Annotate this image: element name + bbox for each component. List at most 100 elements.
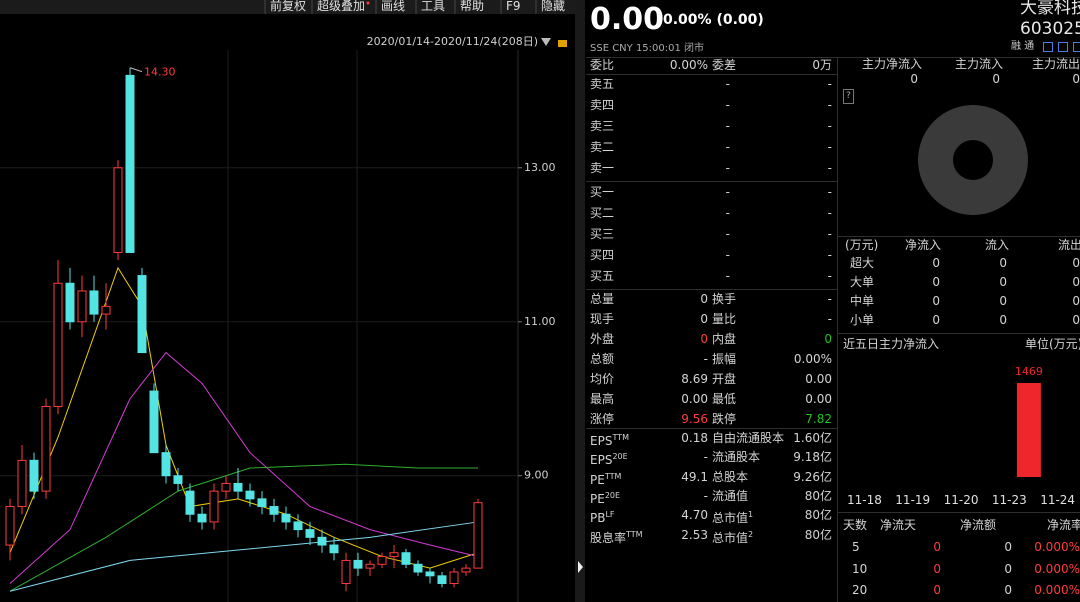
order-price: - bbox=[725, 140, 730, 154]
separator bbox=[838, 512, 1080, 513]
stat-label: PE20E bbox=[590, 490, 621, 506]
table-cell: 0.000% bbox=[1034, 561, 1080, 576]
candle-body bbox=[473, 502, 483, 569]
label: 委比 bbox=[590, 58, 615, 72]
candle-body bbox=[305, 529, 315, 538]
toolbar-button[interactable]: 帮助 bbox=[460, 0, 485, 13]
candle-body bbox=[17, 459, 27, 508]
price-change: 0.00% (0.00) bbox=[663, 12, 764, 28]
y-tick-label: 9.00 bbox=[524, 469, 549, 482]
candle-body bbox=[185, 490, 195, 515]
stat-label: PETTM bbox=[590, 471, 622, 487]
stat-value: 0 bbox=[700, 312, 708, 326]
splitter[interactable] bbox=[575, 0, 585, 602]
stat-value: 0.00 bbox=[805, 372, 832, 386]
stat-value: - bbox=[703, 450, 708, 465]
table-cell: 0 bbox=[1072, 256, 1080, 270]
order-price: - bbox=[725, 119, 730, 133]
chart-unit: 单位(万元) bbox=[1025, 337, 1080, 351]
order-price: - bbox=[725, 248, 730, 262]
order-price: - bbox=[725, 98, 730, 112]
table-cell: 中单 bbox=[850, 294, 875, 308]
stat-value: - bbox=[703, 352, 708, 366]
stat-value: 0.00 bbox=[805, 392, 832, 406]
table-cell: 小单 bbox=[850, 313, 875, 327]
tag-icon[interactable] bbox=[1058, 42, 1068, 52]
order-level: 买二 bbox=[590, 206, 615, 220]
stat-label: EPSTTM bbox=[590, 433, 629, 448]
separator bbox=[586, 57, 837, 58]
tag-icon[interactable] bbox=[1073, 42, 1080, 52]
order-volume: - bbox=[827, 119, 832, 133]
stat-label: 跌停 bbox=[712, 412, 737, 426]
flow-value: 0 bbox=[1072, 72, 1080, 86]
order-volume: - bbox=[827, 227, 832, 241]
stat-label: EPS20E bbox=[590, 452, 628, 468]
table-cell: 5 bbox=[852, 540, 860, 554]
stat-value: 0 bbox=[824, 332, 832, 346]
bar-label: 1469 bbox=[1015, 365, 1043, 378]
candle-body bbox=[5, 506, 15, 546]
high-annotation: 14.30 bbox=[144, 66, 176, 79]
toolbar-button[interactable]: 超级叠加 bbox=[317, 0, 366, 13]
stat-label: 流通值 bbox=[712, 488, 749, 503]
candle-body bbox=[341, 559, 351, 585]
table-header: 天数 bbox=[843, 518, 868, 532]
table-cell: 0 bbox=[932, 275, 940, 289]
stat-value: 4.70 bbox=[681, 508, 708, 523]
candle-body bbox=[377, 556, 387, 565]
toolbar-button[interactable]: F9 bbox=[506, 0, 521, 13]
order-volume: - bbox=[827, 185, 832, 199]
stat-label: 总市值2 bbox=[712, 529, 754, 545]
table-header: 流入 bbox=[985, 238, 1010, 252]
dropdown-icon[interactable] bbox=[541, 38, 551, 46]
quote-meta: SSE CNY 15:00:01 闭市 bbox=[590, 43, 705, 54]
x-tick-label: 11-20 bbox=[943, 493, 979, 507]
lock-icon[interactable] bbox=[558, 40, 567, 47]
stat-value: 80亿 bbox=[804, 508, 832, 523]
superscript: TTM bbox=[626, 529, 643, 539]
separator bbox=[586, 181, 837, 182]
flow-header: 主力流入 bbox=[955, 57, 1004, 71]
candle-body bbox=[137, 275, 147, 354]
stat-label: 开盘 bbox=[712, 372, 737, 386]
moving-average bbox=[9, 521, 479, 592]
help-button[interactable]: ? bbox=[843, 88, 854, 104]
order-volume: - bbox=[827, 248, 832, 262]
candle-body bbox=[401, 552, 411, 565]
stat-value: 0 bbox=[700, 292, 708, 306]
table-cell: 0 bbox=[1004, 583, 1012, 597]
superscript: 2 bbox=[748, 529, 754, 539]
separator bbox=[586, 428, 837, 429]
table-cell: 0 bbox=[1072, 275, 1080, 289]
tag-icon[interactable] bbox=[1043, 42, 1053, 52]
table-cell: 0 bbox=[932, 313, 940, 327]
candle-body bbox=[125, 74, 135, 253]
candle-body bbox=[89, 290, 99, 315]
stat-value: 7.82 bbox=[805, 412, 832, 426]
toolbar-button[interactable]: 工具 bbox=[421, 0, 446, 13]
order-price: - bbox=[725, 206, 730, 220]
superscript: 20E bbox=[612, 452, 628, 462]
toolbar-bg bbox=[0, 0, 575, 14]
table-cell: 0 bbox=[999, 313, 1007, 327]
toolbar-button[interactable]: 画线 bbox=[381, 0, 406, 13]
table-cell: 0.000% bbox=[1034, 540, 1080, 554]
toolbar-button[interactable]: 隐藏 bbox=[541, 0, 566, 13]
stat-label: 内盘 bbox=[712, 332, 737, 346]
panel-divider bbox=[837, 57, 838, 602]
toolbar-button[interactable]: 前复权 bbox=[270, 0, 307, 13]
stat-value: 9.56 bbox=[681, 412, 708, 426]
order-price: - bbox=[725, 185, 730, 199]
candle-body bbox=[329, 544, 339, 554]
separator bbox=[838, 333, 1080, 334]
table-cell: 0 bbox=[999, 256, 1007, 270]
superscript: TTM bbox=[604, 471, 622, 481]
chart-title: 近五日主力净流入 bbox=[843, 337, 940, 351]
table-cell: 0 bbox=[999, 294, 1007, 308]
superscript: LF bbox=[605, 510, 615, 520]
order-price: - bbox=[725, 269, 730, 283]
value: 0万 bbox=[812, 58, 832, 72]
stat-value: 49.1 bbox=[681, 469, 708, 484]
